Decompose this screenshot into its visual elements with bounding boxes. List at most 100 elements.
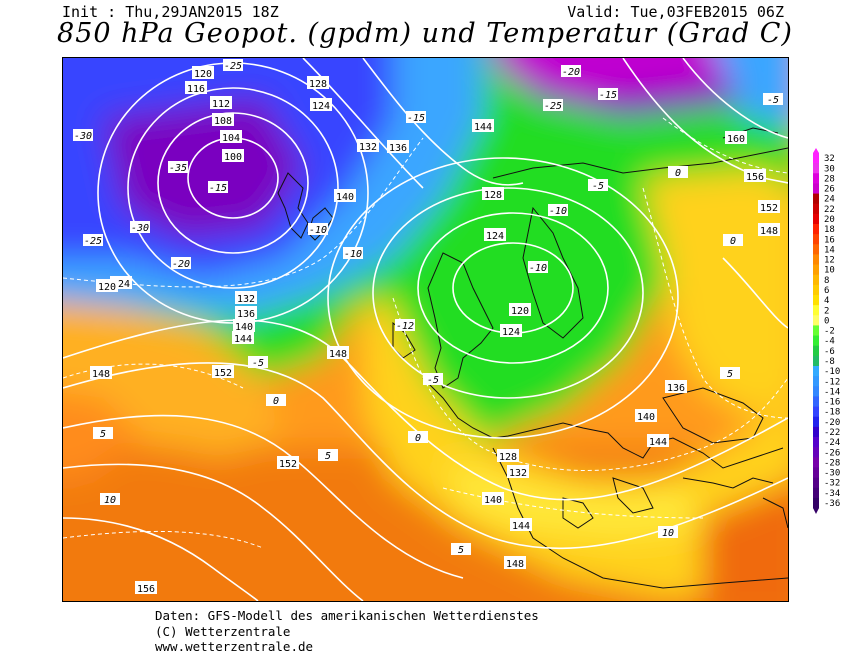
legend-label: 18 bbox=[824, 225, 835, 235]
temp-label: -30 bbox=[73, 129, 93, 142]
legend-swatch bbox=[813, 213, 819, 225]
geopot-label: 124 bbox=[310, 98, 332, 112]
geopot-label: 136 bbox=[387, 140, 409, 154]
legend-label: -32 bbox=[824, 479, 840, 489]
svg-text:120: 120 bbox=[98, 282, 116, 293]
svg-text:-10: -10 bbox=[344, 249, 362, 260]
svg-text:136: 136 bbox=[237, 309, 255, 320]
legend-swatch bbox=[813, 437, 819, 448]
geopot-label: 144 bbox=[472, 119, 494, 133]
legend-label: 8 bbox=[824, 276, 829, 286]
temp-label: -5 bbox=[423, 373, 443, 386]
temp-label: -20 bbox=[561, 65, 581, 78]
legend-label: -14 bbox=[824, 387, 840, 397]
svg-text:128: 128 bbox=[499, 452, 517, 463]
svg-text:116: 116 bbox=[187, 84, 205, 95]
geopotential-contours bbox=[63, 58, 788, 601]
legend-swatch bbox=[813, 406, 819, 418]
color-legend: 32 30 28 26 24 22 20 18 16 14 12 10 8 6 4 2 0 -2 -4 -6 -8 -10… bbox=[813, 148, 850, 518]
svg-text:120: 120 bbox=[194, 69, 212, 80]
temp-label: -5 bbox=[588, 179, 608, 192]
geopot-label: 152 bbox=[212, 365, 234, 379]
legend-swatch bbox=[813, 274, 819, 286]
svg-text:136: 136 bbox=[667, 383, 685, 394]
footer-copyright: (C) Wetterzentrale bbox=[155, 623, 291, 639]
legend-swatch bbox=[813, 416, 819, 428]
legend-arrow-down bbox=[813, 508, 819, 514]
legend-swatch bbox=[813, 193, 819, 205]
geopot-label: 148 bbox=[327, 346, 349, 360]
temp-label: 10 bbox=[100, 493, 120, 506]
legend-label: 0 bbox=[824, 316, 829, 326]
legend-swatch bbox=[813, 163, 819, 174]
legend-swatch bbox=[813, 376, 819, 387]
svg-text:124: 124 bbox=[486, 231, 504, 242]
temp-label: -25 bbox=[223, 59, 243, 72]
geopot-label bbox=[327, 346, 349, 359]
footer-website[interactable]: www.wetterzentrale.de bbox=[155, 639, 314, 654]
svg-text:112: 112 bbox=[212, 99, 230, 110]
geopot-label: 144 bbox=[647, 434, 669, 448]
legend-label: 12 bbox=[824, 256, 835, 266]
legend-label: -12 bbox=[824, 377, 840, 387]
svg-text:-25: -25 bbox=[84, 236, 102, 247]
temp-label: -10 bbox=[308, 223, 328, 236]
legend-swatch bbox=[813, 153, 819, 164]
geopot-label: 140 bbox=[334, 189, 356, 203]
geopot-label: 124 bbox=[484, 228, 506, 242]
temp-label: -5 bbox=[248, 356, 268, 369]
temperature-labels: -30 -25 -35 -30 -25 -20 -15 -10 -5 0 5 1… bbox=[73, 59, 783, 556]
legend-label: -6 bbox=[824, 347, 835, 357]
legend-label: -20 bbox=[824, 418, 840, 428]
geopot-label: 132 bbox=[507, 465, 529, 479]
svg-text:0: 0 bbox=[675, 168, 681, 179]
svg-text:-25: -25 bbox=[544, 101, 562, 112]
svg-text:-5: -5 bbox=[252, 358, 264, 369]
svg-text:124: 124 bbox=[312, 101, 330, 112]
legend-swatch bbox=[813, 426, 819, 438]
svg-text:152: 152 bbox=[214, 368, 232, 379]
temp-label: 5 bbox=[318, 449, 338, 462]
svg-text:-10: -10 bbox=[309, 225, 327, 236]
temp-label: -35 bbox=[168, 161, 188, 174]
legend-label: 16 bbox=[824, 235, 835, 245]
geopot-label: 120 bbox=[192, 66, 214, 80]
legend-arrow-up bbox=[813, 148, 819, 153]
svg-text:-12: -12 bbox=[396, 321, 414, 332]
svg-text:124: 124 bbox=[502, 327, 520, 338]
legend-label: 32 bbox=[824, 154, 835, 164]
legend-label: 22 bbox=[824, 205, 835, 215]
geopot-label: 128 bbox=[307, 76, 329, 90]
svg-text:-20: -20 bbox=[172, 259, 190, 270]
legend-scale: 32302826242220181614121086420-2-4-6-8-10… bbox=[813, 148, 840, 514]
temperature-field bbox=[63, 58, 788, 601]
temp-label: 0 bbox=[266, 394, 286, 407]
svg-text:148: 148 bbox=[506, 559, 524, 570]
legend-label: 26 bbox=[824, 185, 835, 195]
geopot-label: 140 bbox=[482, 492, 504, 506]
legend-swatch bbox=[813, 254, 819, 265]
svg-text:148: 148 bbox=[329, 349, 347, 360]
svg-text:0: 0 bbox=[730, 236, 736, 247]
svg-text:128: 128 bbox=[484, 190, 502, 201]
legend-label: -4 bbox=[824, 337, 835, 347]
svg-text:-15: -15 bbox=[599, 90, 617, 101]
geopot-label: 108 bbox=[212, 113, 234, 127]
legend-label: -18 bbox=[824, 408, 840, 418]
svg-text:140: 140 bbox=[484, 495, 502, 506]
legend-swatch bbox=[813, 386, 819, 397]
geopot-label: 112 bbox=[210, 96, 232, 110]
svg-text:132: 132 bbox=[237, 294, 255, 305]
svg-text:10: 10 bbox=[662, 528, 674, 539]
temp-label: 5 bbox=[93, 427, 113, 440]
legend-label: -10 bbox=[824, 367, 840, 377]
svg-text:132: 132 bbox=[359, 142, 377, 153]
svg-text:-30: -30 bbox=[74, 131, 92, 142]
svg-text:5: 5 bbox=[458, 545, 464, 556]
legend-swatch bbox=[813, 244, 819, 255]
svg-text:100: 100 bbox=[224, 152, 242, 163]
svg-text:144: 144 bbox=[474, 122, 492, 133]
valid-time: Valid: Tue,03FEB2015 06Z bbox=[567, 3, 784, 21]
temp-label: 0 bbox=[408, 431, 428, 444]
geopot-label: 132 bbox=[235, 291, 257, 305]
